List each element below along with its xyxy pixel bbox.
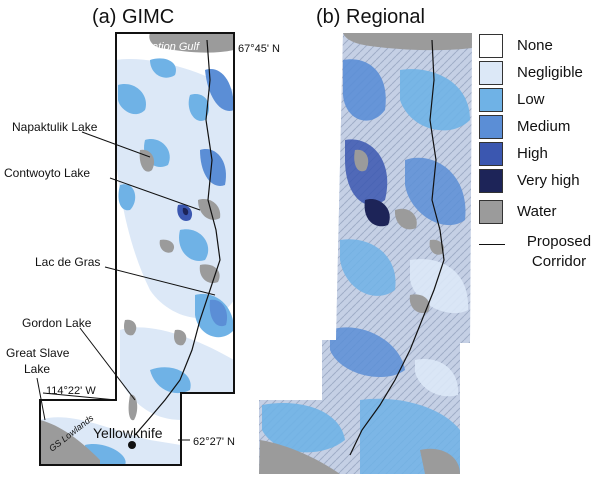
legend-item: None	[479, 34, 599, 60]
legend-label: Low	[517, 91, 545, 108]
risk-zones-a	[40, 33, 234, 465]
panel-a-title: (a) GIMC	[92, 6, 175, 28]
legend-swatch	[479, 88, 503, 112]
legend-swatch	[479, 61, 503, 85]
legend-label: Very high	[517, 172, 580, 189]
legend-item: High	[479, 142, 599, 168]
legend-corridor: Proposed Corridor	[479, 232, 599, 276]
label-great-slave: Great Slave	[6, 346, 70, 360]
legend-corridor-label: Proposed Corridor	[517, 232, 600, 272]
panel-b-title: (b) Regional	[316, 6, 425, 28]
label-lat-south: 62°27' N	[193, 436, 235, 448]
legend-label: Negligible	[517, 64, 583, 81]
legend-label: High	[517, 145, 548, 162]
corridor-line-icon	[479, 244, 505, 245]
map-panel-a: Coronation Gulf 67°45' N Napaktulik Lake…	[4, 32, 280, 466]
corridor-line-b	[349, 39, 445, 456]
label-contwoyto-lake: Contwoyto Lake	[4, 166, 90, 180]
label-gordon-lake: Gordon Lake	[22, 316, 92, 330]
legend-corridor-line2: Corridor	[531, 253, 587, 270]
label-lon-west: 114°22' W	[46, 385, 96, 397]
legend-swatch	[479, 142, 503, 166]
label-lac-de-gras: Lac de Gras	[35, 255, 100, 269]
legend-swatch	[479, 34, 503, 58]
legend-swatch	[479, 169, 503, 193]
legend-item: Water	[479, 200, 599, 226]
label-coronation-gulf: Coronation Gulf	[122, 41, 200, 53]
legend-label: Water	[517, 203, 557, 220]
legend-swatch	[479, 200, 503, 224]
leader-lines-a	[36, 131, 216, 441]
legend-item: Very high	[479, 169, 599, 195]
legend-item: Negligible	[479, 61, 599, 87]
risk-raster-b	[259, 33, 472, 474]
legend-corridor-line1: Proposed	[526, 233, 592, 250]
legend-label: Medium	[517, 118, 571, 135]
legend-label: None	[517, 37, 553, 54]
label-great-slave-lake: Lake	[24, 362, 50, 376]
legend-item: Low	[479, 88, 599, 114]
yellowknife-marker-icon	[128, 441, 136, 449]
label-napaktulik-lake: Napaktulik Lake	[12, 120, 98, 134]
map-panel-b	[259, 33, 472, 474]
corridor-line-a	[134, 39, 221, 436]
label-lat-north: 67°45' N	[238, 43, 280, 55]
label-yellowknife: Yellowknife	[93, 425, 163, 441]
legend-swatch	[479, 115, 503, 139]
legend-item: Medium	[479, 115, 599, 141]
